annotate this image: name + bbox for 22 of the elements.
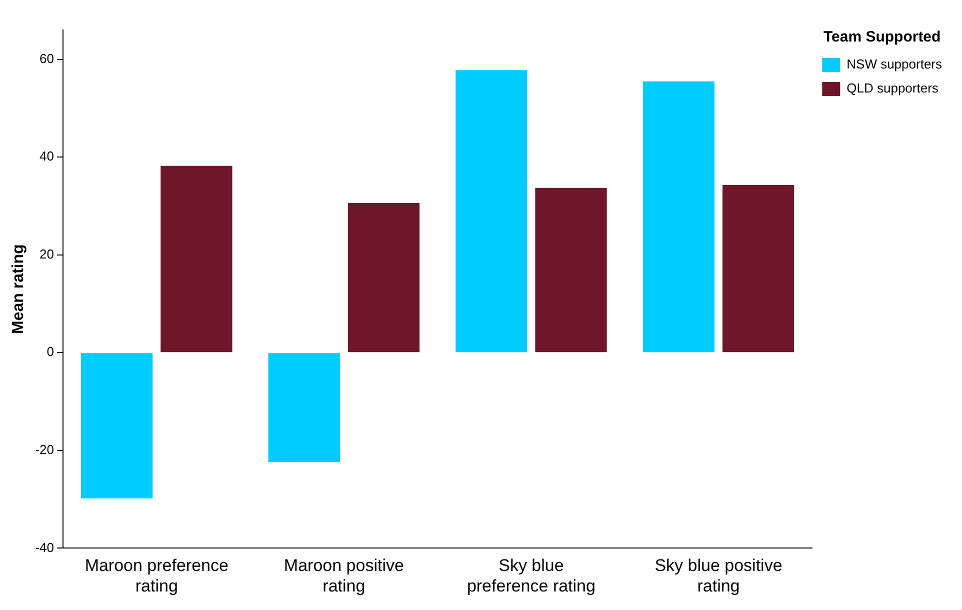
legend-label: NSW supporters — [846, 56, 942, 72]
y-tick-label: -40 — [35, 540, 54, 555]
bar — [348, 203, 420, 352]
bar — [535, 188, 607, 352]
x-tick-label: Maroon preference rating — [84, 556, 228, 596]
bar — [722, 184, 794, 352]
bar — [81, 353, 153, 498]
bar — [160, 166, 232, 352]
bar — [642, 81, 715, 352]
bar — [456, 70, 528, 352]
legend-label: QLD supporters — [846, 80, 939, 96]
y-tick-label: 60 — [40, 50, 54, 66]
bar — [268, 353, 340, 462]
y-tick-label: 40 — [40, 148, 54, 164]
x-tick-label: Sky blue positive rating — [654, 556, 782, 596]
y-tick-label: 0 — [46, 344, 54, 360]
y-tick-label: 20 — [40, 246, 54, 262]
x-tick-label: Maroon positive rating — [284, 556, 404, 596]
legend-title: Team Supported — [823, 28, 941, 46]
x-tick-label: Sky blue preference rating — [466, 556, 596, 596]
y-tick-label: -20 — [35, 442, 54, 458]
y-axis-title: Mean rating — [10, 244, 28, 334]
